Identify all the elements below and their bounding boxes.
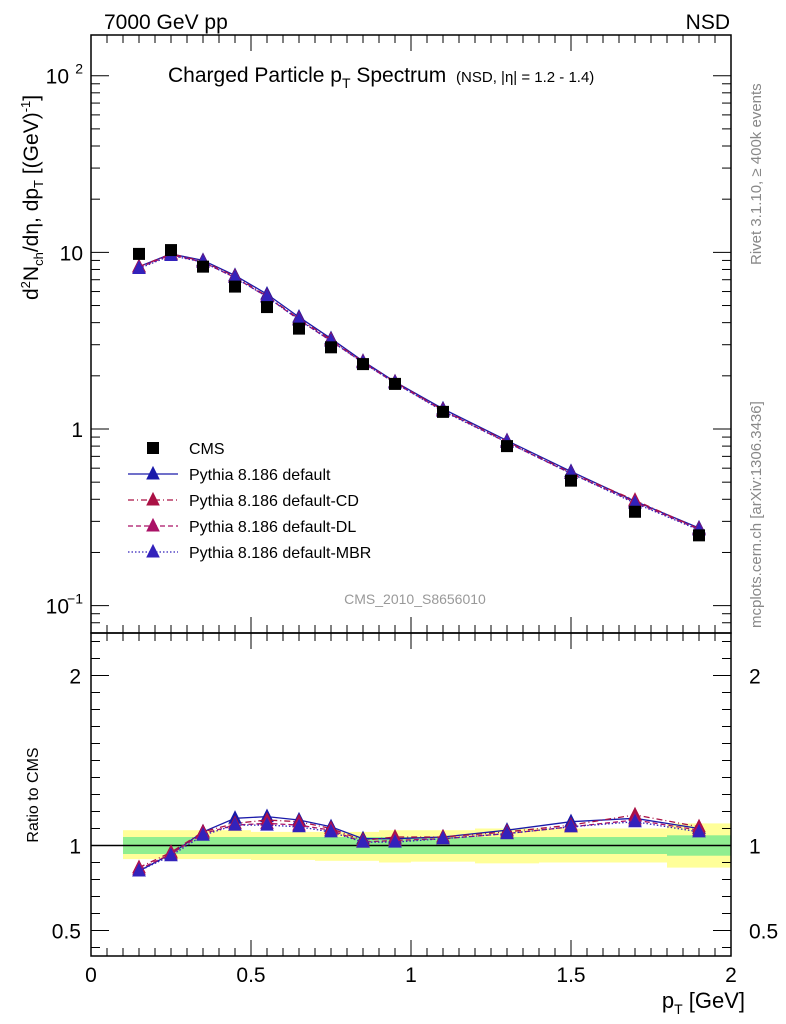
main-ytick-label: 10 — [60, 242, 83, 265]
ratio-ytick-label-right: 0.5 — [749, 921, 778, 944]
main-line-default_mbr — [138, 254, 700, 531]
main-line-default — [138, 253, 700, 529]
legend-marker-default_cd — [146, 491, 160, 506]
header-left: 7000 GeV pp — [104, 11, 228, 34]
rivet-label: Rivet 3.1.10, ≥ 400k events — [748, 83, 765, 265]
main-ylabel: d2Nch/dη, dpT [(GeV)-1] — [18, 95, 46, 300]
analysis-watermark: CMS_2010_S8656010 — [344, 591, 486, 607]
main-point-cms — [389, 377, 401, 390]
ratio-line-default_cd — [138, 814, 700, 869]
legend-label-default_mbr: Pythia 8.186 default-MBR — [189, 545, 371, 562]
ratio-ytick-label: 0.5 — [52, 921, 81, 944]
main-point-cms — [629, 505, 641, 518]
legend-label-default: Pythia 8.186 default — [189, 467, 331, 484]
x-axis-label: pT [GeV] — [662, 988, 745, 1017]
ratio-frame — [90, 632, 732, 957]
main-frame — [90, 34, 732, 634]
ratio-point-default_mbr — [164, 847, 178, 862]
ratio-point-default_mbr — [132, 862, 146, 877]
ratio-point-default_mbr — [260, 816, 274, 831]
main-point-cms — [357, 358, 369, 371]
x-tick-label: 1 — [405, 964, 417, 987]
x-tick-label: 1.5 — [556, 964, 585, 987]
ratio-axes: 0.5 0.51 12 20 0.5 1 1.5 2 — [52, 633, 778, 987]
main-point-cms — [501, 440, 513, 453]
legend-label-cms: CMS — [189, 441, 225, 458]
legend-label-default_dl: Pythia 8.186 default-DL — [189, 519, 356, 536]
main-point-cms — [133, 247, 145, 260]
ratio-point-default_mbr — [500, 825, 514, 840]
ratio-line-default — [138, 815, 700, 872]
main-point-cms — [165, 244, 177, 257]
header-right: NSD — [686, 11, 730, 34]
main-ytick-label: 10 — [46, 66, 69, 89]
x-tick-label: 2 — [725, 964, 737, 987]
main-ytick-exponent: 2 — [75, 61, 83, 77]
ratio-point-default_mbr — [436, 830, 450, 845]
ratio-point-default_mbr — [292, 818, 306, 833]
ratio-series — [132, 806, 706, 877]
main-title: Charged Particle pT Spectrum (NSD, |η| =… — [168, 64, 594, 91]
ratio-ylabel: Ratio to CMS — [25, 747, 42, 842]
ratio-point-default_mbr — [388, 833, 402, 848]
ratio-ytick-label: 1 — [69, 836, 81, 859]
legend: CMS Pythia 8.186 default Pythia 8.186 defa… — [128, 441, 371, 562]
main-point-cms — [325, 341, 337, 354]
main-ytick-exponent: −1 — [67, 591, 83, 607]
ratio-point-default_mbr — [692, 823, 706, 838]
ratio-point-default_mbr — [628, 813, 642, 828]
ratio-point-default_mbr — [356, 833, 370, 848]
main-point-cms — [261, 301, 273, 314]
x-tick-label: 0.5 — [236, 964, 265, 987]
legend-marker-default — [146, 465, 160, 480]
main-line-default_dl — [138, 254, 700, 531]
ratio-line-default_mbr — [138, 821, 700, 872]
main-point-cms — [437, 405, 449, 418]
ratio-point-default_mbr — [228, 816, 242, 831]
main-point-cms — [293, 322, 305, 335]
main-point-default_mbr — [132, 260, 146, 275]
main-series — [132, 244, 706, 542]
ratio-point-default_mbr — [196, 827, 210, 841]
main-ytick-label: 1 — [71, 419, 83, 442]
ratio-point-default_mbr — [324, 823, 338, 838]
x-tick-label: 0 — [85, 964, 97, 987]
ratio-point-default_mbr — [564, 818, 578, 833]
legend-marker-cms — [147, 442, 159, 454]
ratio-ytick-label-right: 1 — [749, 836, 761, 859]
main-point-cms — [229, 280, 241, 293]
legend-marker-default_dl — [146, 517, 160, 532]
mcplots-label: mcplots.cern.ch [arXiv:1306.3436] — [748, 401, 765, 628]
main-ytick-label: 10 — [46, 596, 69, 619]
main-point-cms — [693, 529, 705, 542]
legend-marker-default_mbr — [146, 543, 160, 558]
main-point-cms — [197, 260, 209, 273]
ratio-ytick-label-right: 2 — [749, 666, 761, 689]
ratio-ytick-label: 2 — [69, 666, 81, 689]
main-line-default_cd — [138, 253, 700, 530]
main-point-cms — [565, 474, 577, 487]
legend-label-default_cd: Pythia 8.186 default-CD — [189, 493, 359, 510]
